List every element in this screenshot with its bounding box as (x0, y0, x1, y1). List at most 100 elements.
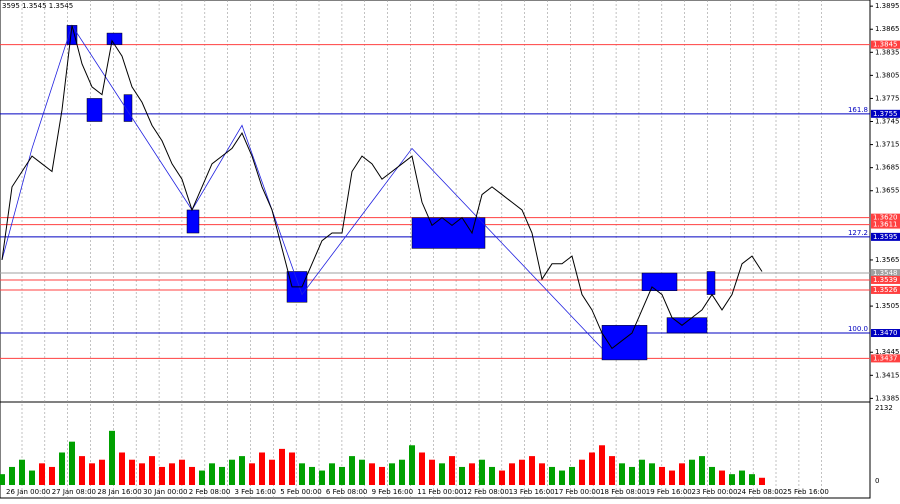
volume-bar (329, 463, 335, 485)
level-label: 1.3755 (873, 110, 898, 118)
volume-bar (439, 463, 445, 485)
volume-bar (459, 466, 465, 485)
volume-bar (299, 463, 305, 485)
volume-bar (259, 452, 265, 485)
y-tick-label: 1.3865 (875, 25, 900, 33)
volume-bar (229, 459, 235, 485)
volume-bar (179, 459, 185, 485)
x-tick-label: 23 Feb 00:00 (692, 488, 738, 496)
volume-bar (469, 463, 475, 485)
volume-bar (379, 466, 385, 485)
level-label: 1.3548 (873, 269, 898, 277)
x-tick-label: 30 Jan 00:00 (143, 488, 187, 496)
volume-bar (79, 456, 85, 485)
y-tick-label: 1.3685 (875, 164, 900, 172)
x-tick-label: 2 Feb 08:00 (189, 488, 230, 496)
volume-bar (559, 470, 565, 485)
volume-bar (199, 470, 205, 485)
zone (123, 94, 133, 122)
volume-bar (339, 466, 345, 485)
volume-bar (0, 474, 5, 485)
level-tag (871, 329, 900, 338)
volume-bar (659, 466, 665, 485)
y-tick-label: 1.3565 (875, 256, 900, 264)
y-tick-label: 1.3415 (875, 371, 900, 379)
zone (706, 271, 716, 295)
volume-bar (429, 459, 435, 485)
volume-bar (409, 445, 415, 485)
volume-bar (279, 448, 285, 485)
volume-bar (39, 463, 45, 485)
x-tick-label: 13 Feb 16:00 (509, 488, 555, 496)
level-tag (871, 275, 900, 284)
volume-bar (749, 474, 755, 485)
volume-bar (9, 466, 15, 485)
volume-bar (349, 456, 355, 485)
volume-bar (499, 470, 505, 485)
volume-bar (509, 463, 515, 485)
x-tick-label: 25 Feb 16:00 (783, 488, 829, 496)
zone (641, 272, 678, 291)
level-label: 1.3845 (873, 41, 898, 49)
volume-bar (189, 466, 195, 485)
level-tag (871, 213, 900, 222)
x-tick-label: 9 Feb 16:00 (372, 488, 413, 496)
volume-bar (449, 456, 455, 485)
y-tick-label: 1.3505 (875, 302, 900, 310)
volume-bottom-label: 0 (875, 477, 879, 485)
volume-bar (479, 459, 485, 485)
volume-bar (549, 466, 555, 485)
level-tag (871, 354, 900, 363)
y-tick-label: 1.3655 (875, 187, 900, 195)
volume-bar (539, 463, 545, 485)
volume-bar (399, 459, 405, 485)
x-tick-label: 3 Feb 16:00 (235, 488, 276, 496)
level-label: 1.3611 (873, 221, 898, 229)
level-label: 1.3620 (873, 214, 898, 222)
x-tick-label: 17 Feb 00:00 (554, 488, 600, 496)
volume-bar (239, 456, 245, 485)
volume-bar (369, 463, 375, 485)
x-tick-label: 18 Feb 08:00 (600, 488, 646, 496)
level-tag (871, 285, 900, 294)
zone (86, 98, 103, 122)
volume-bar (289, 452, 295, 485)
frame (0, 0, 871, 499)
volume-bar (489, 466, 495, 485)
zone (666, 317, 708, 334)
volume-top-label: 2132 (875, 404, 893, 412)
level-tag (871, 109, 900, 118)
volume-bar (139, 463, 145, 485)
x-tick-label: 28 Jan 16:00 (97, 488, 141, 496)
x-tick-label: 24 Feb 08:00 (737, 488, 783, 496)
volume-bar (739, 470, 745, 485)
volume-bar (609, 456, 615, 485)
volume-bar (729, 474, 735, 485)
zone (106, 32, 123, 45)
volume-bar (649, 463, 655, 485)
fib-label: 161.8 (848, 106, 868, 114)
y-tick-label: 1.3775 (875, 94, 900, 102)
level-tag (871, 220, 900, 229)
volume-bar (619, 463, 625, 485)
level-label: 1.3470 (873, 329, 898, 337)
y-tick-label: 1.3895 (875, 2, 900, 10)
fib-label: 100.0 (848, 325, 868, 333)
x-tick-label: 27 Jan 08:00 (52, 488, 96, 496)
y-tick-label: 1.3715 (875, 141, 900, 149)
volume-bar (629, 466, 635, 485)
x-tick-label: 12 Feb 08:00 (463, 488, 509, 496)
volume-bar (69, 441, 75, 485)
volume-bar (29, 470, 35, 485)
x-tick-label: 19 Feb 16:00 (646, 488, 692, 496)
volume-bar (129, 459, 135, 485)
fib-label: 127.2 (848, 229, 868, 237)
header: 3595 1.3545 1.3545 (2, 2, 73, 10)
volume-bar (719, 470, 725, 485)
volume-bar (589, 452, 595, 485)
volume-bar (19, 459, 25, 485)
volume-bar (159, 466, 165, 485)
volume-bar (689, 459, 695, 485)
y-tick-label: 1.3805 (875, 71, 900, 79)
